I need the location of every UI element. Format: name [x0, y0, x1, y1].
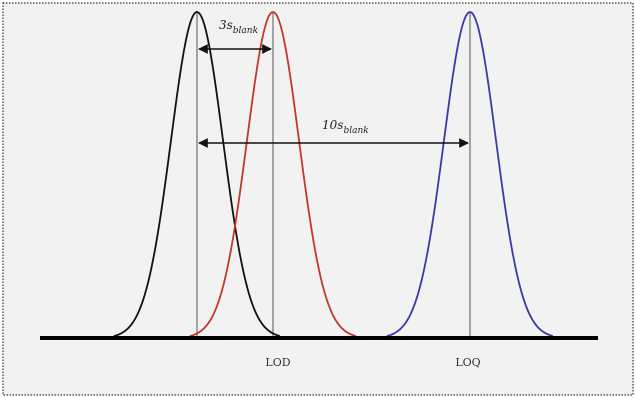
figure-background [3, 3, 633, 395]
label-10s-blank: 10sblank [322, 118, 369, 136]
label-10s-main: 10s [322, 118, 343, 132]
label-3s-main: 3s [219, 18, 233, 32]
blank-distribution-curve [113, 11, 281, 337]
loq-distribution-curve [386, 11, 554, 337]
lod-label: LOD [265, 356, 290, 369]
loq-label: LOQ [455, 356, 480, 369]
lod-distribution-curve [189, 11, 357, 337]
label-10s-sub: blank [343, 126, 368, 136]
label-3s-blank: 3sblank [219, 18, 258, 36]
label-3s-sub: blank [233, 26, 258, 36]
